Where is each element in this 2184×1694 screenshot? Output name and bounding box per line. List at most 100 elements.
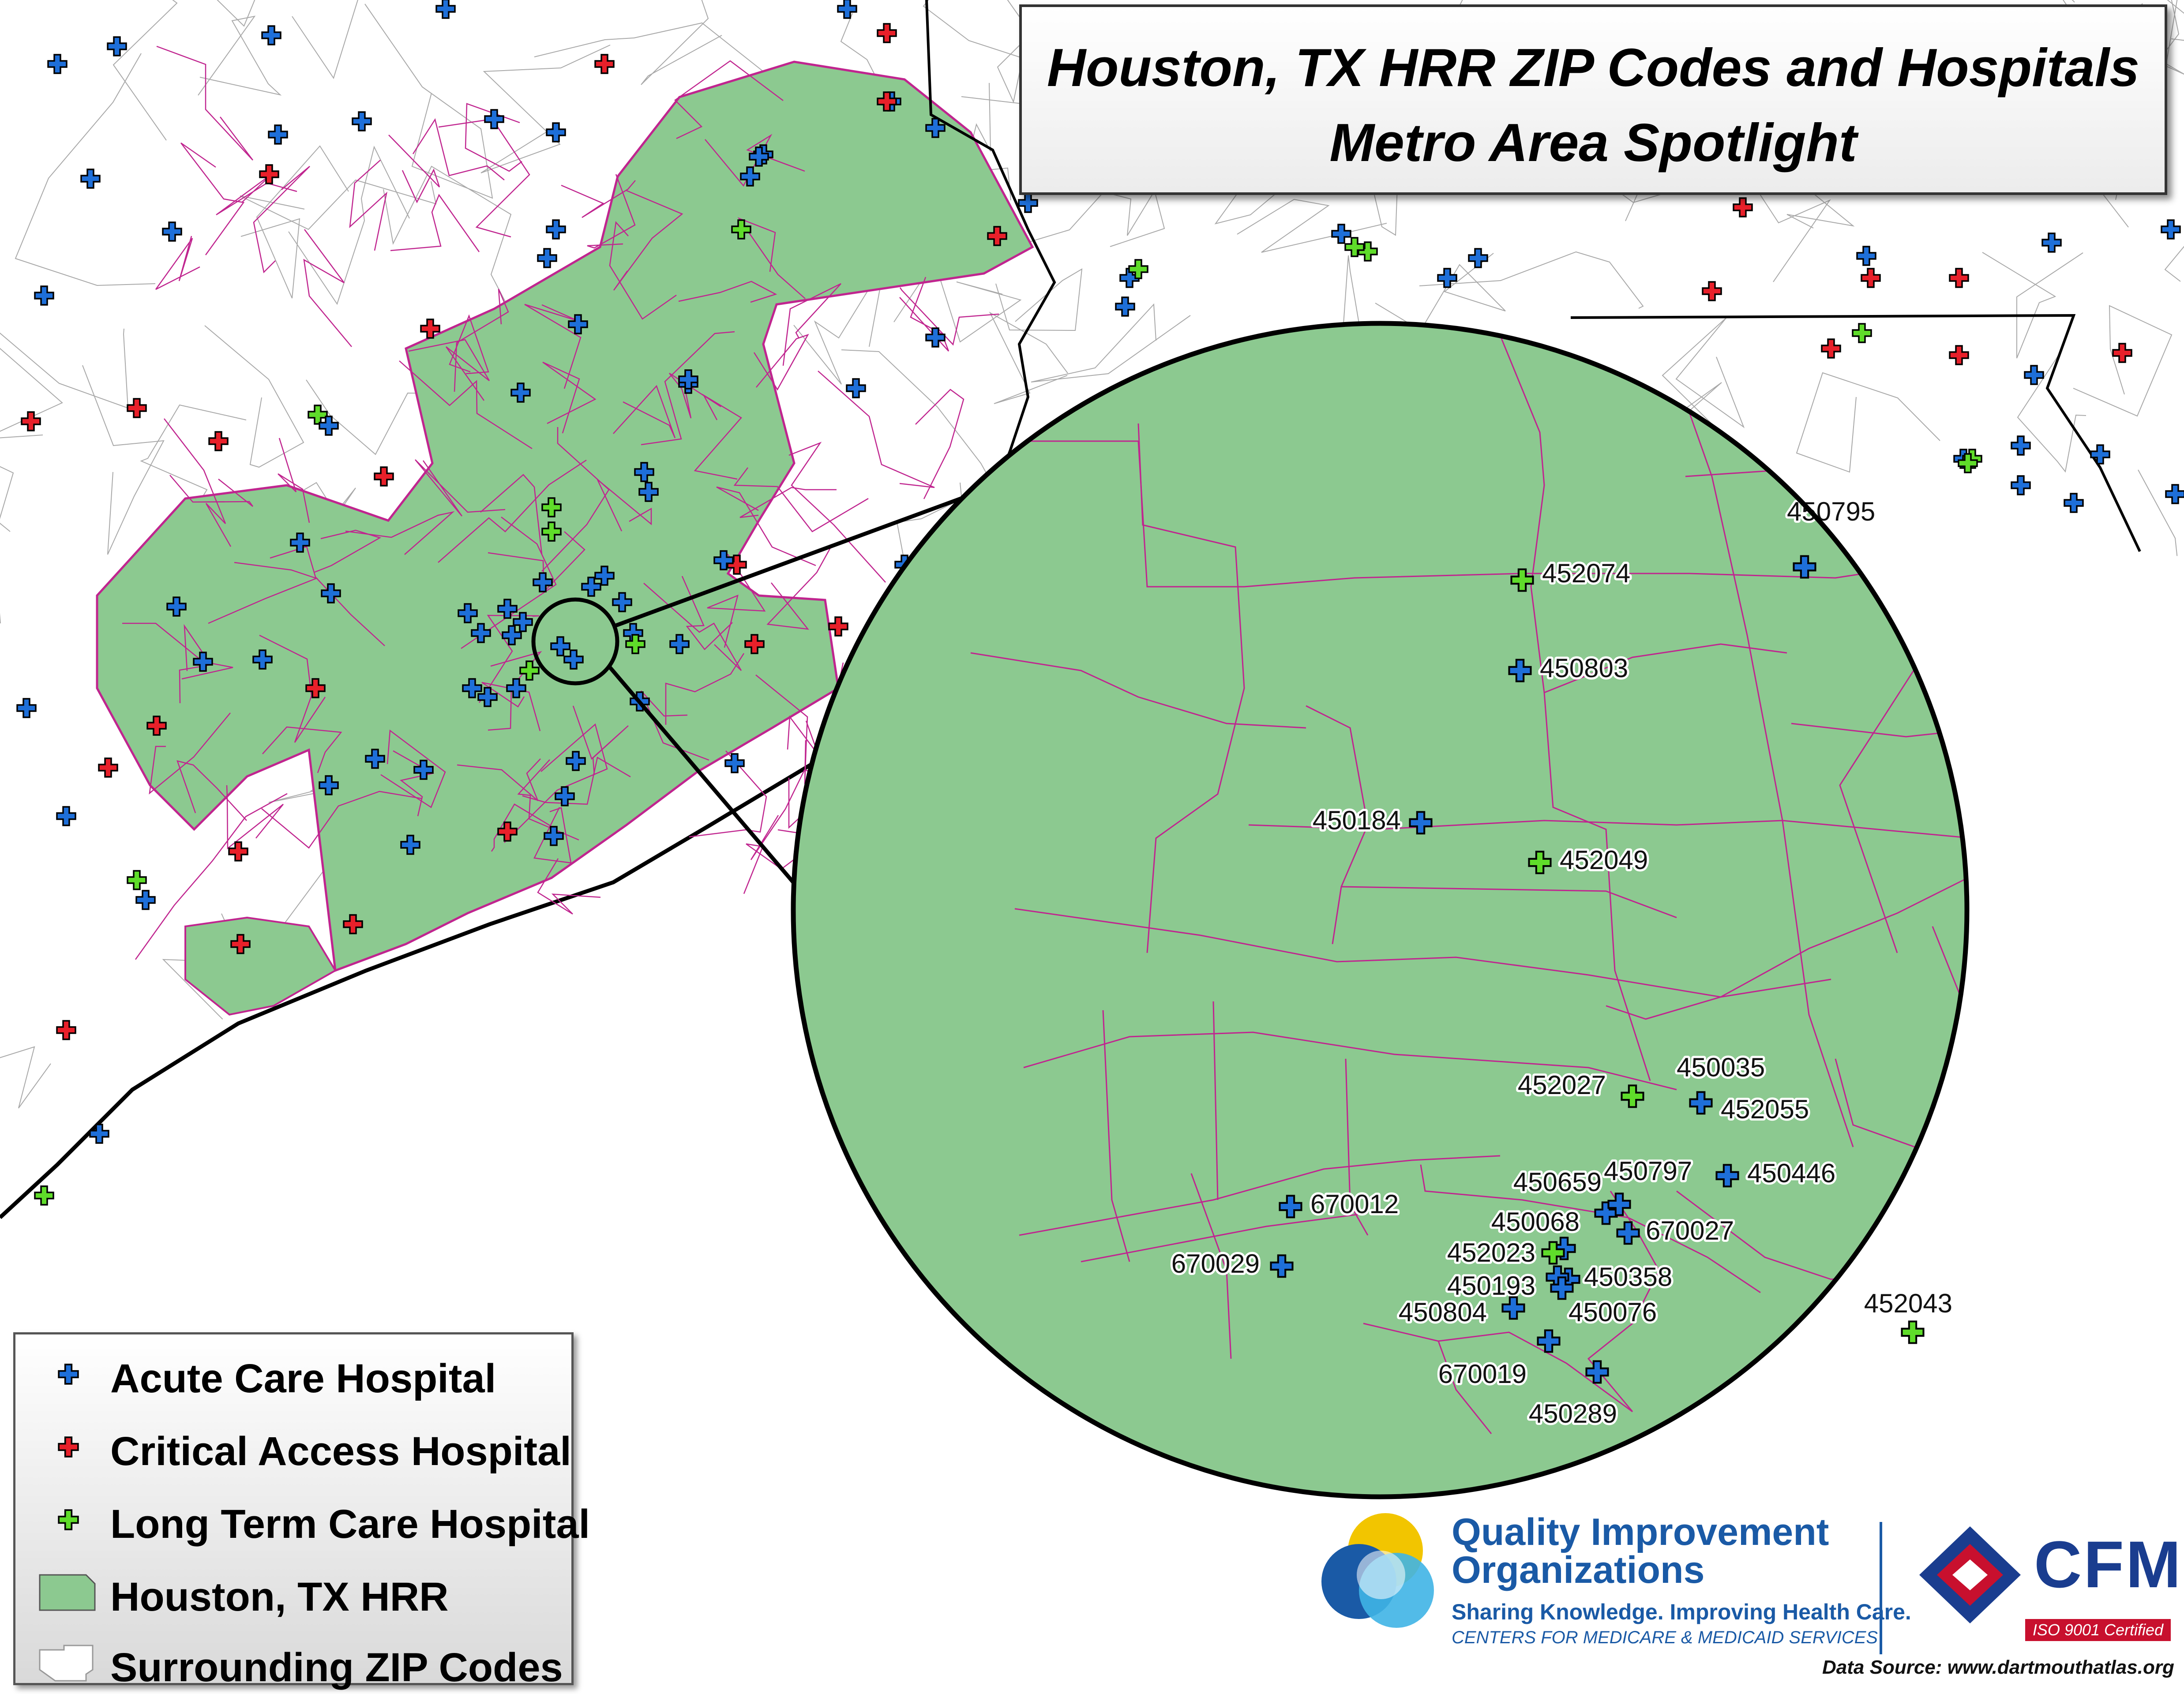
hospital-cross-icon bbox=[208, 431, 229, 451]
hospital-cross-icon bbox=[21, 411, 41, 431]
hospital-id-label: 452074 bbox=[1542, 558, 1630, 588]
cfmc-iso-badge: ISO 9001 Certified bbox=[2025, 1619, 2171, 1641]
hospital-cross-icon bbox=[80, 169, 101, 189]
hospital-id-label: 450076 bbox=[1569, 1297, 1657, 1327]
galveston-area bbox=[184, 916, 337, 1016]
hospital-id-label: 450795 bbox=[1787, 497, 1875, 526]
hospital-cross-icon bbox=[724, 753, 745, 773]
hospital-cross-icon bbox=[162, 221, 182, 242]
hospital-cross-icon bbox=[1856, 246, 1876, 266]
hospital-id-label: 452043 bbox=[1864, 1289, 1952, 1318]
hospital-cross-icon bbox=[2161, 219, 2181, 240]
hospital-id-label: 450804 bbox=[1399, 1297, 1487, 1327]
hospital-id-label: 450289 bbox=[1529, 1399, 1617, 1428]
hospital-cross-icon bbox=[98, 757, 118, 778]
hospital-cross-icon bbox=[127, 398, 147, 418]
hospital-cross-icon bbox=[34, 285, 54, 306]
hospital-cross-icon bbox=[261, 25, 281, 45]
hospital-cross-icon bbox=[1852, 323, 1872, 343]
hrr-area-swatch bbox=[39, 1574, 96, 1611]
hospital-cross-icon bbox=[484, 109, 504, 129]
legend-item-acute: Acute Care Hospital bbox=[15, 1339, 571, 1405]
hospital-cross-icon bbox=[877, 23, 897, 43]
legend-item-surrounding: Surrounding ZIP Codes bbox=[15, 1628, 571, 1694]
spotlight-hospital-markers: 450795 452074 450803 450184 452049 452027 4500… bbox=[1169, 495, 1955, 1431]
hospital-cross-icon bbox=[308, 405, 328, 425]
ltc-cross-icon bbox=[58, 1509, 79, 1530]
zip-area-swatch bbox=[39, 1645, 94, 1682]
hospital-cross-icon bbox=[107, 36, 127, 56]
hospital-cross-icon bbox=[56, 806, 76, 826]
hospital-cross-icon bbox=[2011, 475, 2031, 495]
hospital-cross-icon bbox=[1468, 248, 1488, 268]
hospital-cross-icon bbox=[1018, 193, 1038, 213]
hospital-id-label: 450803 bbox=[1540, 653, 1628, 683]
spotlight-circle: 450795 452074 450803 450184 452049 452027 4500… bbox=[791, 321, 1970, 1499]
legend: Acute Care Hospital Critical Access Hosp… bbox=[13, 1332, 590, 1690]
hospital-id-label: 450193 bbox=[1447, 1271, 1535, 1300]
hospital-cross-icon bbox=[537, 248, 557, 268]
legend-label: Long Term Care Hospital bbox=[110, 1502, 590, 1547]
hospital-cross-icon bbox=[546, 219, 566, 240]
legend-item-critical: Critical Access Hospital bbox=[15, 1412, 571, 1478]
hospital-cross-icon bbox=[1702, 281, 1722, 301]
hospital-cross-icon bbox=[1115, 296, 1135, 317]
zoom-source-circle bbox=[531, 597, 619, 686]
acute-cross-icon bbox=[58, 1364, 79, 1385]
hospital-cross-icon bbox=[435, 0, 456, 19]
critical-cross-icon bbox=[58, 1436, 79, 1458]
hospital-id-label: 670029 bbox=[1171, 1249, 1260, 1278]
hospital-id-label: 670027 bbox=[1646, 1216, 1734, 1245]
hospital-id-label: 450797 bbox=[1604, 1156, 1692, 1186]
hospital-cross-icon bbox=[1949, 268, 1969, 288]
map-title-box: Houston, TX HRR ZIP Codes and Hospitals … bbox=[1019, 4, 2167, 195]
legend-label: Surrounding ZIP Codes bbox=[110, 1645, 563, 1690]
qio-title-line1: Quality Improvement bbox=[1452, 1511, 1829, 1553]
hospital-cross-icon bbox=[374, 466, 394, 487]
map-title: Houston, TX HRR ZIP Codes and Hospitals bbox=[1047, 37, 2140, 97]
hospital-cross-icon bbox=[127, 870, 147, 890]
hospital-cross-icon bbox=[1733, 197, 1753, 217]
hospital-id-label: 452027 bbox=[1518, 1070, 1606, 1100]
hospital-cross-icon bbox=[1331, 224, 1351, 244]
hospital-cross-icon bbox=[2090, 444, 2110, 465]
cfmc-logo-icon bbox=[1919, 1526, 2021, 1623]
hospital-cross-icon bbox=[2112, 343, 2132, 363]
hospital-cross-icon bbox=[2011, 435, 2031, 456]
legend-item-hrr: Houston, TX HRR bbox=[15, 1557, 571, 1623]
hospital-cross-icon bbox=[16, 698, 37, 718]
legend-label: Houston, TX HRR bbox=[110, 1574, 449, 1619]
qio-title: Quality Improvement Organizations bbox=[1452, 1513, 1829, 1589]
hospital-id-label: 450184 bbox=[1313, 806, 1401, 835]
hospital-id-label: 452049 bbox=[1560, 845, 1648, 875]
hospital-cross-icon bbox=[352, 111, 372, 131]
hospital-cross-icon bbox=[828, 616, 848, 637]
hospital-cross-icon bbox=[2024, 365, 2044, 385]
hospital-id-label: 670019 bbox=[1438, 1359, 1527, 1389]
hospital-cross-icon bbox=[2165, 484, 2184, 504]
logo-area: Quality Improvement Organizations Sharin… bbox=[1319, 1500, 2184, 1685]
hospital-cross-icon bbox=[2064, 493, 2084, 513]
hospital-cross-icon bbox=[2041, 232, 2062, 253]
county-boundary-2 bbox=[1570, 314, 2141, 552]
hospital-cross-icon bbox=[47, 54, 68, 74]
legend-label: Critical Access Hospital bbox=[110, 1429, 571, 1474]
hospital-cross-icon bbox=[135, 890, 156, 910]
hospital-id-label: 450035 bbox=[1677, 1053, 1765, 1082]
hospital-id-label: 670012 bbox=[1310, 1189, 1399, 1219]
hospital-cross-icon bbox=[594, 54, 615, 74]
hospital-cross-icon bbox=[1821, 338, 1841, 359]
logo-divider bbox=[1880, 1522, 1882, 1654]
hospital-id-label: 452023 bbox=[1447, 1238, 1535, 1267]
qio-tagline: Sharing Knowledge. Improving Health Care… bbox=[1452, 1600, 1911, 1624]
hospital-id-label: 452055 bbox=[1721, 1094, 1809, 1124]
hospital-cross-icon bbox=[846, 378, 866, 398]
hospital-cross-icon bbox=[1861, 268, 1881, 288]
hospital-id-label: 450358 bbox=[1584, 1262, 1672, 1292]
hospital-cross-icon bbox=[546, 122, 566, 142]
data-source: Data Source: www.dartmouthatlas.org bbox=[1822, 1657, 2174, 1678]
hospital-cross-icon bbox=[1949, 345, 1969, 365]
hospital-id-label: 450068 bbox=[1491, 1207, 1580, 1237]
qio-cms: CENTERS FOR MEDICARE & MEDICAID SERVICES bbox=[1452, 1628, 1878, 1647]
